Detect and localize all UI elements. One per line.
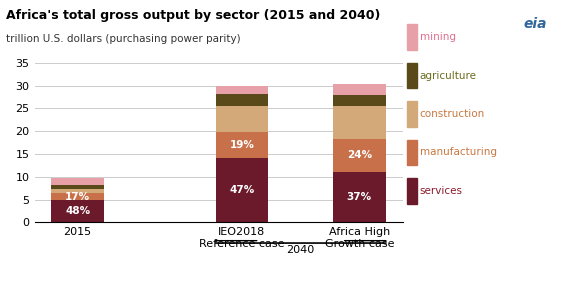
Text: services: services xyxy=(420,186,463,196)
Text: Africa's total gross output by sector (2015 and 2040): Africa's total gross output by sector (2… xyxy=(6,9,380,22)
Bar xyxy=(216,94,269,106)
Text: eia: eia xyxy=(523,17,547,31)
Bar xyxy=(333,95,386,106)
Text: 17%: 17% xyxy=(65,192,90,201)
Bar xyxy=(216,158,269,222)
Bar xyxy=(216,106,269,132)
Bar xyxy=(216,86,269,94)
Text: agriculture: agriculture xyxy=(420,70,477,81)
Bar xyxy=(333,172,386,222)
Bar xyxy=(333,106,386,139)
Bar xyxy=(51,193,104,200)
Text: manufacturing: manufacturing xyxy=(420,147,497,158)
Bar xyxy=(216,132,269,158)
Bar xyxy=(51,189,104,193)
Bar xyxy=(51,178,104,185)
Text: 48%: 48% xyxy=(65,206,90,216)
Text: trillion U.S. dollars (purchasing power parity): trillion U.S. dollars (purchasing power … xyxy=(6,34,240,44)
Bar xyxy=(51,200,104,222)
Text: 37%: 37% xyxy=(347,192,372,202)
Bar xyxy=(51,185,104,189)
Text: 24%: 24% xyxy=(347,150,372,160)
Text: 2040: 2040 xyxy=(286,245,315,255)
Bar xyxy=(333,84,386,95)
Text: 19%: 19% xyxy=(229,140,254,150)
Text: construction: construction xyxy=(420,109,485,119)
Text: 47%: 47% xyxy=(229,185,255,195)
Bar xyxy=(333,139,386,172)
Text: mining: mining xyxy=(420,32,456,42)
